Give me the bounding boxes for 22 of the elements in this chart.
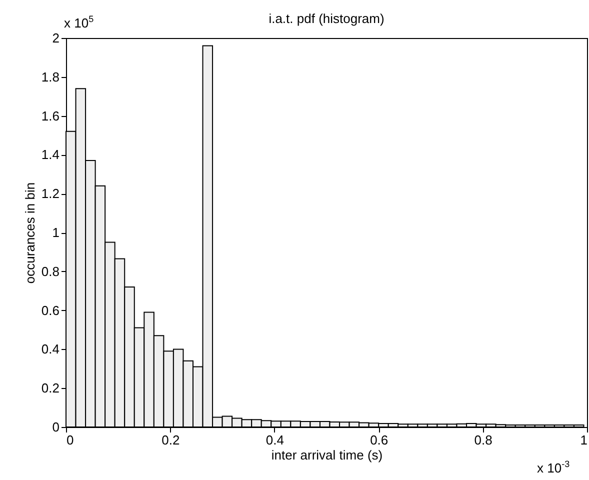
x-tick-label: 0.4 bbox=[266, 432, 284, 448]
y-tick-label: 1.6 bbox=[41, 108, 60, 124]
x-tick-label: 0 bbox=[66, 432, 74, 448]
x-tick-label: 0.8 bbox=[474, 432, 492, 448]
y-tick-label: 0.6 bbox=[41, 302, 60, 318]
y-tick-label: 0.8 bbox=[41, 264, 60, 279]
x-axis-title: inter arrival time (s) bbox=[271, 448, 383, 462]
x-tick-label: 0.6 bbox=[370, 432, 388, 448]
y-tick-label: 0 bbox=[52, 420, 60, 434]
chart-title: i.a.t. pdf (histogram) bbox=[268, 11, 384, 26]
y-tick-label: 2 bbox=[52, 30, 60, 46]
y-tick-label: 1.4 bbox=[41, 147, 60, 162]
x-tick-label: 1 bbox=[580, 432, 588, 448]
x-tick-label: 0.2 bbox=[162, 432, 180, 448]
text: x 10$^{-3}$ bbox=[537, 459, 570, 476]
y-tick-label: 0.2 bbox=[41, 380, 60, 396]
y-tick-label: 0.4 bbox=[41, 342, 60, 357]
text: x 10$^{5}$ bbox=[64, 14, 94, 30]
y-tick-label: 1.2 bbox=[41, 186, 60, 202]
y-tick-label: 1 bbox=[52, 225, 60, 240]
y-axis-title: occurances in bin bbox=[22, 182, 38, 284]
y-tick-label: 1.8 bbox=[41, 69, 60, 84]
